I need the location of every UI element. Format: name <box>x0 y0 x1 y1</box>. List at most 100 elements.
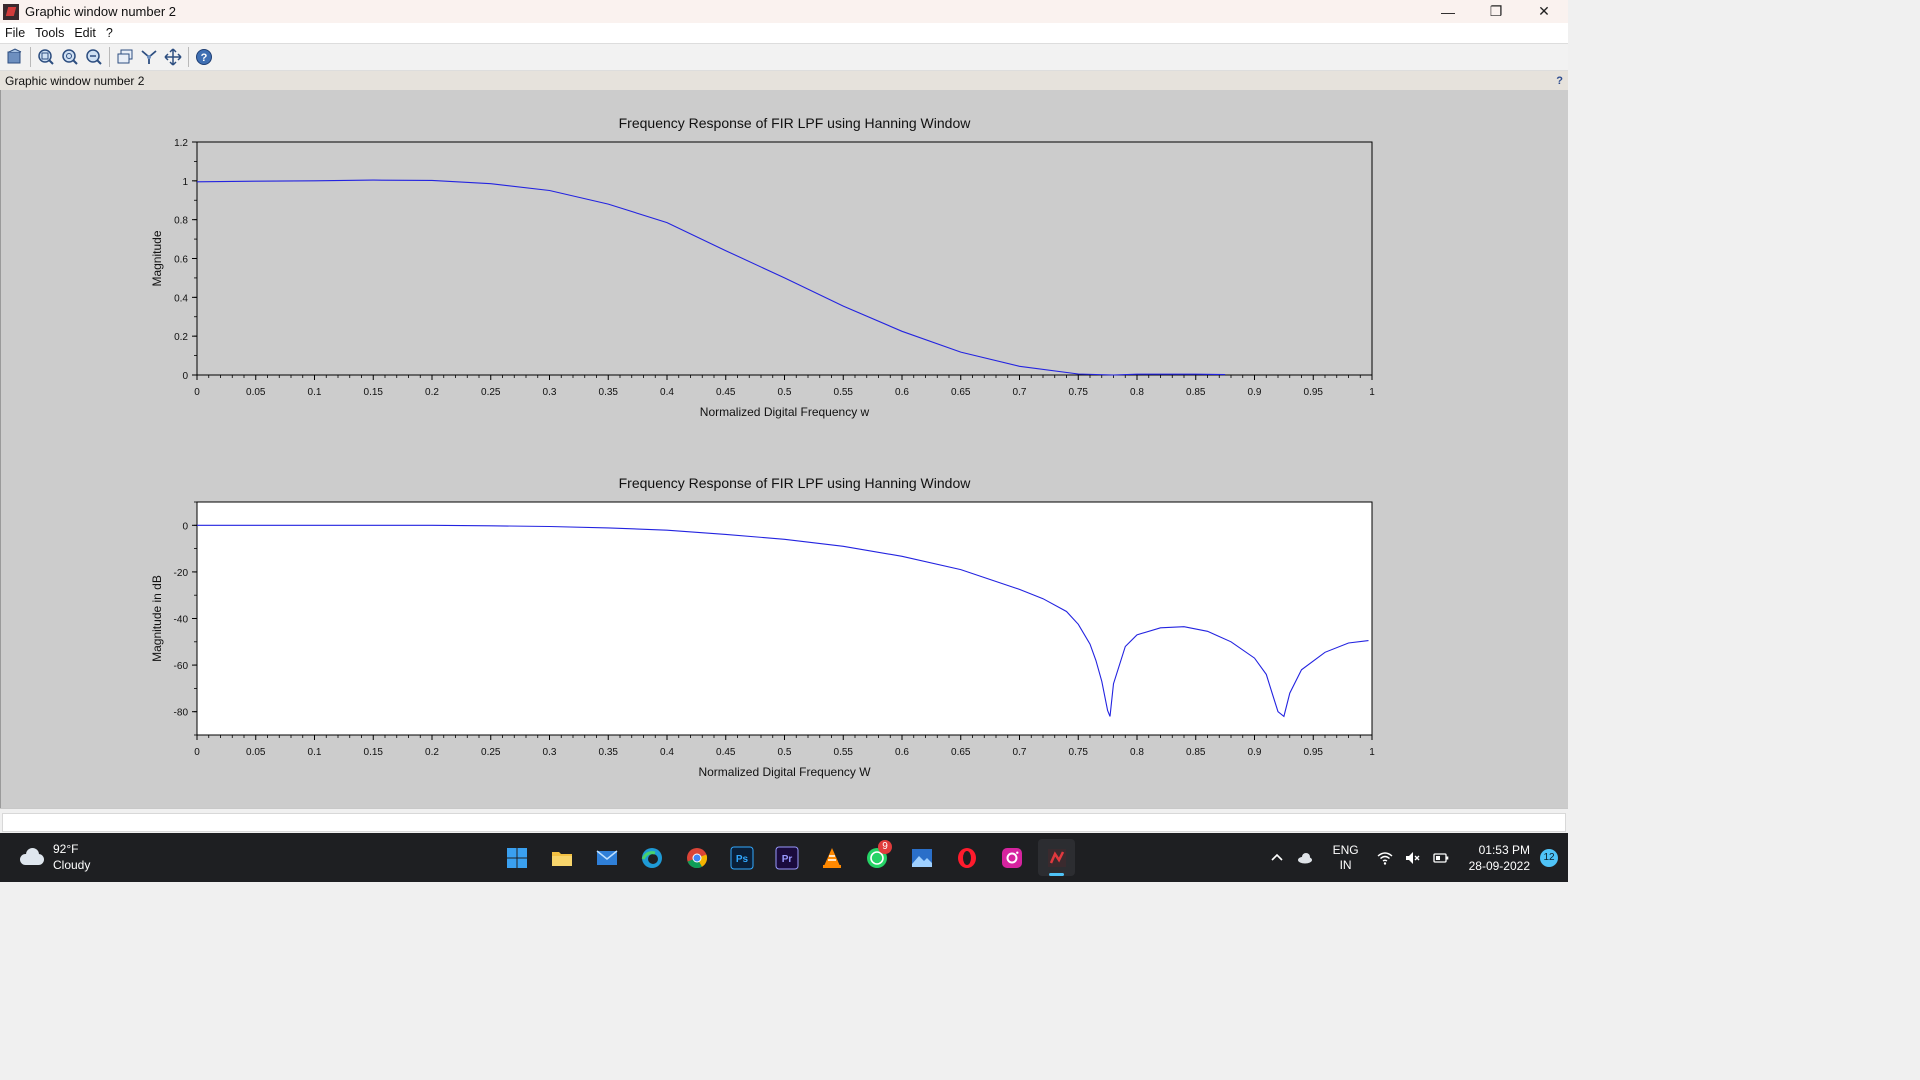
battery-icon[interactable] <box>1429 846 1453 870</box>
chrome-icon[interactable] <box>678 839 715 876</box>
plot-area <box>196 141 1373 376</box>
weather-widget[interactable]: 92°F Cloudy <box>18 841 90 873</box>
notification-count-badge[interactable]: 12 <box>1540 848 1558 867</box>
y-tick-label: 0.2 <box>174 332 188 343</box>
info-bar: Graphic window number 2 ? <box>0 71 1568 90</box>
cloud-icon <box>18 848 46 866</box>
x-tick-label: 0.35 <box>599 387 619 398</box>
weather-condition: Cloudy <box>53 858 91 872</box>
x-tick-label: 0.15 <box>364 387 384 398</box>
x-tick-label: 0.8 <box>1130 747 1144 758</box>
menu-file[interactable]: File <box>5 26 26 40</box>
y-tick-label: 0.4 <box>174 293 188 304</box>
y-axis-label: Magnitude <box>150 230 164 286</box>
series-line <box>197 524 1369 718</box>
taskbar: 92°F Cloudy Ps Pr 9 <box>0 833 1568 882</box>
photoshop-icon[interactable]: Ps <box>723 839 760 876</box>
pan-icon[interactable] <box>163 47 183 67</box>
y-tick-label: -40 <box>174 615 189 626</box>
restore-button[interactable]: ❐ <box>1489 3 1503 19</box>
infobar-help-button[interactable]: ? <box>1556 74 1563 87</box>
zoom-fit-icon[interactable] <box>60 47 80 67</box>
notification-badge: 9 <box>878 840 892 854</box>
edge-icon[interactable] <box>633 839 670 876</box>
y-axis-label: Magnitude in dB <box>150 575 164 662</box>
menu-bar: File Tools Edit ? <box>0 23 1568 43</box>
axes-icon[interactable] <box>115 47 135 67</box>
x-axis-label: Normalized Digital Frequency w <box>700 405 870 419</box>
weather-temp: 92°F <box>53 842 79 856</box>
y-tick-label: -20 <box>174 568 189 579</box>
x-tick-label: 0.25 <box>481 387 501 398</box>
clock-time: 01:53 PM <box>1478 842 1530 857</box>
zoom-in-icon[interactable] <box>36 47 56 67</box>
toolbar-separator <box>109 47 110 67</box>
x-axis-label: Normalized Digital Frequency W <box>698 765 871 779</box>
x-tick-label: 0.6 <box>895 747 909 758</box>
menu-edit[interactable]: Edit <box>74 26 96 40</box>
x-tick-label: 0.7 <box>1013 747 1027 758</box>
chevron-up-icon[interactable] <box>1265 846 1289 870</box>
zoom-out-icon[interactable] <box>84 47 104 67</box>
svg-text:?: ? <box>201 52 208 64</box>
whatsapp-icon[interactable]: 9 <box>858 839 895 876</box>
infobar-label: Graphic window number 2 <box>5 73 145 88</box>
title-bar: Graphic window number 2 — ❐ ✕ <box>0 0 1568 23</box>
x-tick-label: 0.1 <box>308 747 322 758</box>
wifi-icon[interactable] <box>1373 846 1397 870</box>
menu-tools[interactable]: Tools <box>35 26 65 40</box>
x-tick-label: 0.1 <box>308 387 322 398</box>
x-tick-label: 0.75 <box>1069 747 1089 758</box>
scilab-app-icon <box>3 3 19 20</box>
lang-line1: ENG <box>1332 842 1359 857</box>
menu-help[interactable]: ? <box>105 26 113 40</box>
x-tick-label: 0.3 <box>543 387 557 398</box>
datatip-icon[interactable] <box>139 47 159 67</box>
start-icon[interactable] <box>498 839 535 876</box>
y-tick-label: -60 <box>174 661 189 672</box>
instagram-icon[interactable] <box>993 839 1030 876</box>
x-tick-label: 0.65 <box>951 747 971 758</box>
x-tick-label: 0.45 <box>716 387 736 398</box>
y-tick-label: 1.2 <box>174 138 188 149</box>
x-tick-label: 0.4 <box>660 747 674 758</box>
x-tick-label: 0.25 <box>481 747 501 758</box>
x-tick-label: 0.45 <box>716 747 736 758</box>
volume-muted-icon[interactable] <box>1401 846 1425 870</box>
x-tick-label: 0.3 <box>543 747 557 758</box>
y-tick-label: 1 <box>182 177 188 188</box>
close-button[interactable]: ✕ <box>1538 3 1550 19</box>
y-tick-label: 0.6 <box>174 255 188 266</box>
x-tick-label: 0.05 <box>246 747 266 758</box>
chart-title: Frequency Response of FIR LPF using Hann… <box>619 475 972 491</box>
mail-icon[interactable] <box>588 839 625 876</box>
x-tick-label: 0.5 <box>778 747 792 758</box>
help-icon[interactable]: ? <box>194 47 214 67</box>
x-tick-label: 0.65 <box>951 387 971 398</box>
system-tray: ENG IN 01:53 PM 28-09-2022 12 <box>1263 833 1568 882</box>
file-explorer-icon[interactable] <box>543 839 580 876</box>
photos-icon[interactable] <box>903 839 940 876</box>
x-tick-label: 0.75 <box>1069 387 1089 398</box>
language-indicator[interactable]: ENG IN <box>1333 843 1359 873</box>
y-tick-label: 0.8 <box>174 216 188 227</box>
scilab-icon[interactable] <box>1038 839 1075 876</box>
rotate-icon[interactable] <box>5 47 25 67</box>
vlc-icon[interactable] <box>813 839 850 876</box>
x-tick-label: 0.85 <box>1186 747 1206 758</box>
taskbar-apps: Ps Pr 9 <box>498 839 1083 876</box>
plot-canvas[interactable]: Frequency Response of FIR LPF using Hann… <box>0 90 1568 808</box>
onedrive-cloud-icon[interactable] <box>1293 846 1317 870</box>
minimize-button[interactable]: — <box>1441 3 1455 20</box>
status-bar <box>0 808 1568 833</box>
toolbar-separator <box>30 47 31 67</box>
svg-text:Pr: Pr <box>781 854 792 865</box>
x-tick-label: 0.85 <box>1186 387 1206 398</box>
x-tick-label: 0.35 <box>599 747 619 758</box>
opera-icon[interactable] <box>948 839 985 876</box>
premiere-icon[interactable]: Pr <box>768 839 805 876</box>
x-tick-label: 0.05 <box>246 387 266 398</box>
x-tick-label: 1 <box>1369 387 1375 398</box>
y-tick-label: 0 <box>182 521 188 532</box>
clock[interactable]: 01:53 PM 28-09-2022 <box>1469 842 1530 874</box>
